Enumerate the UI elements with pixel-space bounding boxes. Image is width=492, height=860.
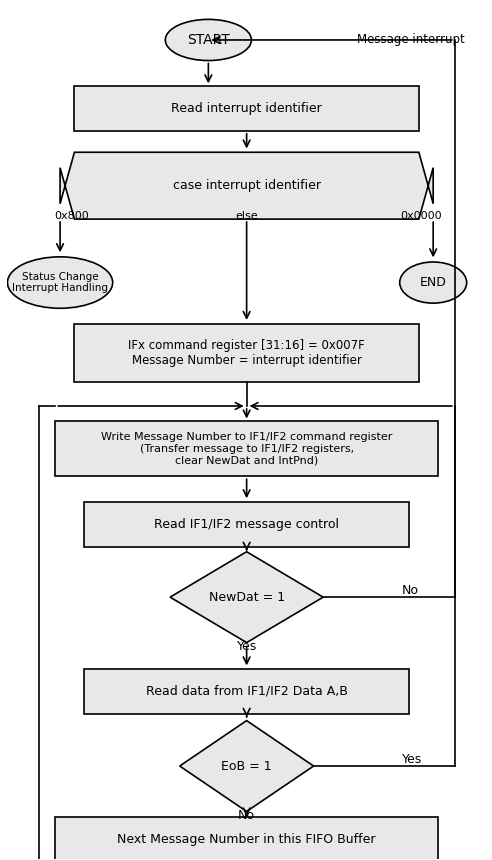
Ellipse shape [400,262,467,303]
Ellipse shape [7,257,113,308]
FancyBboxPatch shape [84,502,409,547]
Ellipse shape [165,20,251,60]
Text: No: No [402,584,419,597]
Text: Yes: Yes [402,752,422,765]
Text: 0x0000: 0x0000 [400,212,442,221]
Text: case interrupt identifier: case interrupt identifier [173,179,321,192]
Text: Status Change
Interrupt Handling: Status Change Interrupt Handling [12,272,108,293]
Text: START: START [187,33,230,47]
Text: IFx command register [31:16] = 0x007F
Message Number = interrupt identifier: IFx command register [31:16] = 0x007F Me… [128,339,365,367]
FancyBboxPatch shape [74,323,419,382]
Text: Read data from IF1/IF2 Data A,B: Read data from IF1/IF2 Data A,B [146,685,347,698]
Text: else: else [235,212,258,221]
Text: Write Message Number to IF1/IF2 command register
(Transfer message to IF1/IF2 re: Write Message Number to IF1/IF2 command … [101,433,392,465]
FancyBboxPatch shape [55,421,438,476]
FancyBboxPatch shape [84,669,409,714]
Text: Message interrupt: Message interrupt [357,34,464,46]
Text: Next Message Number in this FIFO Buffer: Next Message Number in this FIFO Buffer [118,833,376,846]
Text: Read interrupt identifier: Read interrupt identifier [171,102,322,115]
Polygon shape [170,552,323,642]
Text: Yes: Yes [237,641,257,654]
Text: END: END [420,276,447,289]
Text: NewDat = 1: NewDat = 1 [209,591,285,604]
Text: Read IF1/IF2 message control: Read IF1/IF2 message control [154,518,339,531]
Polygon shape [60,152,433,219]
Text: 0x800: 0x800 [55,212,90,221]
FancyBboxPatch shape [74,86,419,131]
Polygon shape [180,721,313,812]
Text: EoB = 1: EoB = 1 [221,759,272,772]
Text: No: No [238,809,255,822]
FancyBboxPatch shape [55,818,438,860]
